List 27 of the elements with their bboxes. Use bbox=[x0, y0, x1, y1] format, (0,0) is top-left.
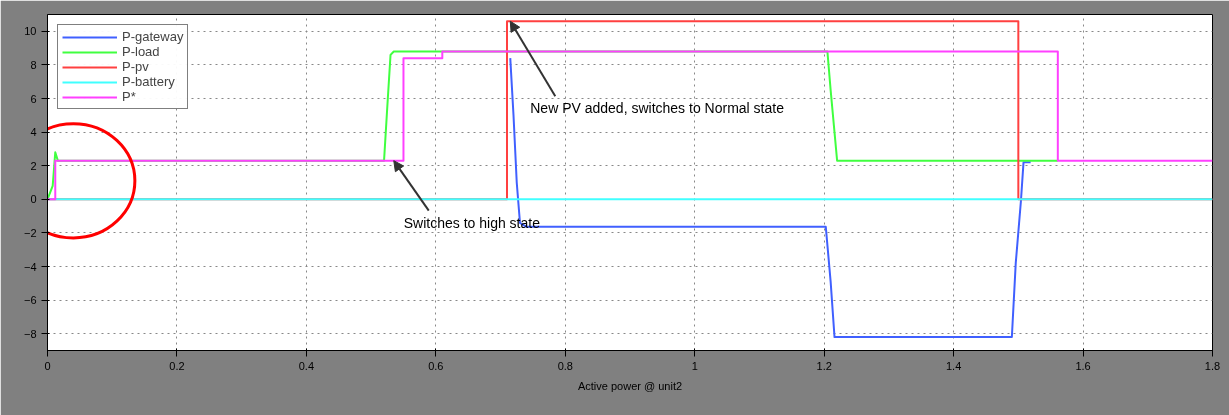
y-tick-label: 10 bbox=[24, 25, 37, 38]
x-tick-label: 1.4 bbox=[945, 359, 962, 372]
x-tick-label: 0.8 bbox=[557, 359, 573, 372]
x-tick-label: 1.2 bbox=[816, 359, 832, 372]
x-tick-label: 0.2 bbox=[169, 359, 185, 372]
x-tick-label: 1.6 bbox=[1075, 359, 1091, 372]
x-tick-label: 0.6 bbox=[428, 359, 444, 372]
y-tick-label: −2 bbox=[23, 226, 37, 239]
x-tick-label: 1.8 bbox=[1204, 359, 1221, 372]
y-tick-label: 6 bbox=[30, 92, 37, 105]
annotation: New PV added, switches to Normal state bbox=[530, 100, 785, 117]
text: Active power @ unit2 bbox=[577, 379, 683, 392]
x-tick-label: 0 bbox=[44, 359, 51, 372]
y-tick-label: −8 bbox=[23, 327, 37, 340]
legend-label: P-load bbox=[122, 44, 160, 59]
y-tick-label: −4 bbox=[23, 260, 37, 273]
legend-label: P-gateway bbox=[122, 29, 184, 44]
y-tick-label: −6 bbox=[23, 294, 37, 307]
legend-label: P-pv bbox=[122, 59, 149, 74]
y-tick-label: 8 bbox=[30, 58, 37, 71]
legend-label: P-battery bbox=[122, 74, 175, 89]
legend-label: P* bbox=[122, 89, 137, 104]
x-tick-label: 1 bbox=[691, 359, 698, 372]
y-tick-label: 0 bbox=[30, 193, 37, 206]
x-tick-label: 0.4 bbox=[298, 359, 315, 372]
y-tick-label: 4 bbox=[30, 126, 37, 139]
y-tick-label: 2 bbox=[30, 159, 37, 172]
